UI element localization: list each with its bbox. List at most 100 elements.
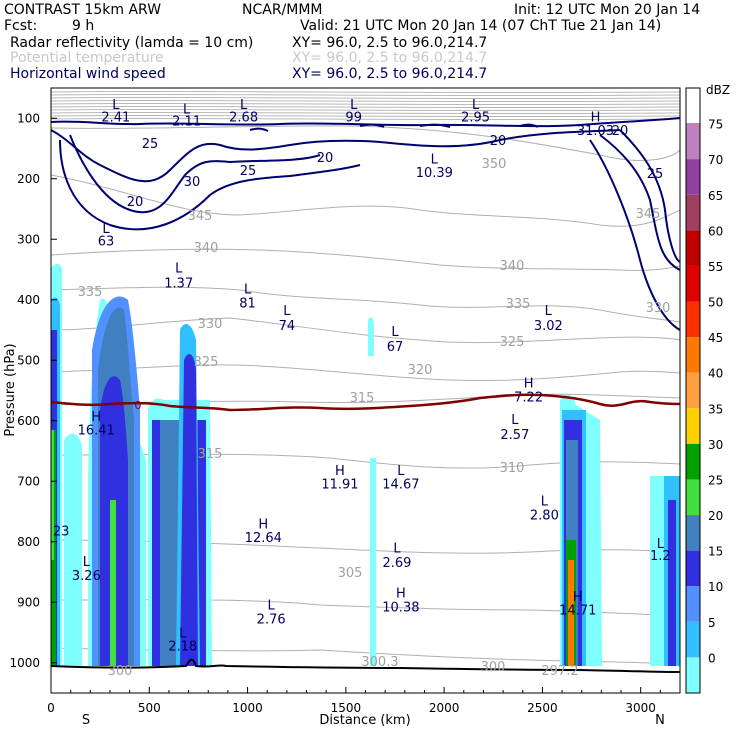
- stratosphere-theta-band: [51, 90, 680, 121]
- init-time: Init: 12 UTC Mon 20 Jan 14: [514, 2, 700, 18]
- wind-speed-label: 3.02: [534, 319, 563, 334]
- wind-speed-label: 14.67: [382, 478, 419, 493]
- theta-label: 300.3: [361, 655, 398, 670]
- wind-speed-label: L: [511, 413, 519, 428]
- wind-speed-label: 81: [239, 297, 256, 312]
- theta-label: 325: [194, 355, 219, 370]
- x-tick-label: 1000: [232, 701, 263, 715]
- theta-label: 300: [481, 660, 506, 675]
- x-axis-right-endpoint: N: [655, 713, 665, 728]
- wind-speed-label: 14.71: [559, 603, 596, 618]
- wind-speed-label: 11.91: [321, 478, 358, 493]
- y-tick-label: 500: [17, 353, 40, 367]
- wind-contour-label: 20: [317, 151, 334, 166]
- wind-speed-label: 1.37: [164, 277, 193, 292]
- wind-contour-label: 20: [127, 195, 144, 210]
- valid-time: Valid: 21 UTC Mon 20 Jan 14 (07 ChT Tue …: [300, 18, 661, 34]
- x-tick-label: 3000: [625, 701, 656, 715]
- wind-contour-label: 20: [612, 124, 629, 139]
- colorbar-level-label: 10: [708, 580, 723, 594]
- wind-speed-label: L: [244, 283, 252, 298]
- wind-speed-label: L: [112, 98, 120, 113]
- theta-label: 325: [500, 335, 525, 350]
- theta-label: 335: [506, 297, 531, 312]
- colorbar-level-label: 55: [708, 260, 723, 274]
- y-axis: 100 200 300 400 500 600 700 800 900 1000: [9, 111, 57, 670]
- wind-speed-label: 2.18: [168, 640, 197, 655]
- colorbar-cell: [686, 621, 700, 658]
- colorbar-cell: [686, 372, 700, 409]
- wind-contours: [51, 117, 680, 331]
- wind-speed-label: 74: [279, 319, 296, 334]
- wind-speed-label: 67: [387, 340, 404, 355]
- colorbar-frame: [685, 87, 701, 694]
- y-tick-label: 300: [17, 232, 40, 246]
- wind-contour-label: 30: [184, 175, 201, 190]
- colorbar-level-label: 15: [708, 545, 723, 559]
- colorbar-level-label: 75: [708, 118, 723, 132]
- wind-speed-label: L: [350, 98, 358, 113]
- wind-speed-label: L: [545, 304, 553, 319]
- x-axis: 0 500 1000 1500 2000 2500 3000: [47, 687, 661, 715]
- y-tick-label: 800: [17, 535, 40, 549]
- fcst-value: 9 h: [72, 18, 94, 34]
- wind-speed-label: 3.26: [72, 569, 101, 584]
- wind-speed-label: L: [268, 599, 276, 614]
- reflectivity-fills: [51, 263, 680, 666]
- colorbar-cell: [686, 265, 700, 302]
- field-theta-xy: XY= 96.0, 2.5 to 96.0,214.7: [292, 50, 487, 66]
- wind-speed-label: H: [396, 586, 406, 601]
- freezing-line: [51, 393, 680, 412]
- colorbar-level-label: 50: [708, 296, 723, 310]
- colorbar-cell: [686, 443, 700, 480]
- theta-label: 340: [194, 241, 219, 256]
- theta-label: 350: [482, 157, 507, 172]
- colorbar-cell: [686, 230, 700, 266]
- colorbar-level-label: 70: [708, 153, 723, 167]
- colorbar-cell: [686, 301, 700, 338]
- wind-speed-label: L: [179, 626, 187, 641]
- wind-speed-label: 7.22: [514, 390, 543, 405]
- colorbar-cell: [686, 194, 700, 231]
- wind-speed-label: H: [91, 410, 101, 425]
- y-tick-label: 600: [17, 414, 40, 428]
- colorbar-level-label: 30: [708, 438, 723, 452]
- wind-contour-label: 20: [490, 134, 507, 149]
- y-tick-label: 200: [17, 172, 40, 186]
- wind-speed-label: 2.76: [257, 612, 286, 627]
- wind-speed-label: 12.64: [245, 531, 282, 546]
- wind-contour-label-layer: 25 20 30 25 20 20 20 25: [127, 124, 664, 210]
- wind-speed-label: 2.57: [500, 428, 529, 443]
- x-tick-label: 0: [47, 701, 55, 715]
- wind-speed-label: L: [393, 542, 401, 557]
- field-theta: Potential temperature: [10, 50, 164, 66]
- colorbar-cell: [686, 657, 700, 693]
- wind-speed-label: 2.80: [530, 508, 559, 523]
- colorbar-cell-top: [685, 87, 701, 124]
- wind-speed-label: H: [335, 464, 345, 479]
- colorbar-cell: [686, 408, 700, 444]
- theta-label: 300: [108, 664, 133, 679]
- wind-speed-label: L: [175, 262, 183, 277]
- wind-speed-label: L: [240, 98, 248, 113]
- theta-label: 345: [636, 207, 661, 222]
- terrain-line: [51, 658, 680, 673]
- wind-speed-label: L: [541, 494, 549, 509]
- wind-speed-label: L: [102, 222, 110, 237]
- wind-speed-label: 99: [345, 110, 362, 125]
- org-title: NCAR/MMM: [242, 2, 323, 18]
- field-reflectivity: Radar reflectivity (lamda = 10 cm): [10, 35, 253, 51]
- wind-speed-label: L: [283, 304, 291, 319]
- colorbar-level-label: 5: [708, 616, 716, 630]
- wind-speed-label: L: [431, 153, 439, 168]
- wind-speed-label: 10.38: [382, 600, 419, 615]
- colorbar-level-label: 65: [708, 189, 723, 203]
- wind-speed-label: 31.03: [577, 124, 614, 139]
- colorbar-level-label: 60: [708, 224, 723, 238]
- wind-contour-label: 25: [142, 137, 159, 152]
- colorbar-level-label: 40: [708, 367, 723, 381]
- theta-label: 297.2: [541, 664, 578, 679]
- wind-speed-label: L: [657, 537, 665, 552]
